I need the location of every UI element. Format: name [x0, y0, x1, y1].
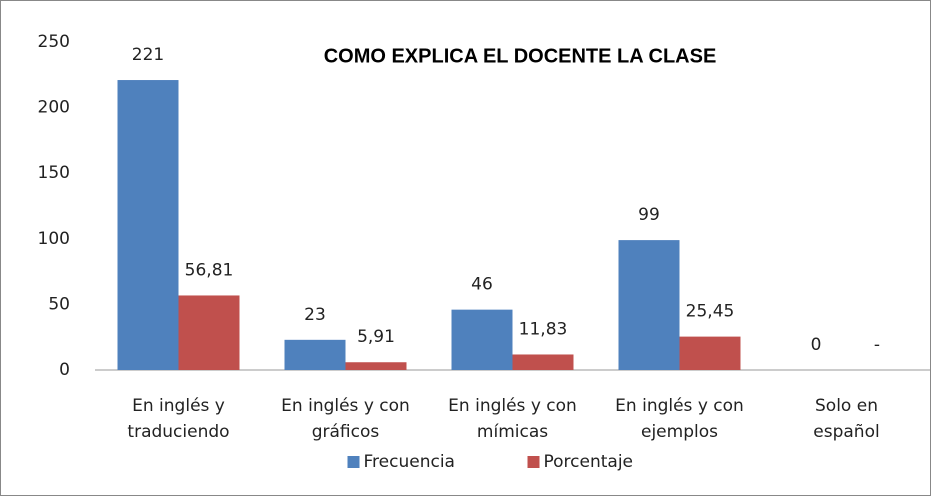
data-label: 56,81	[185, 260, 234, 280]
x-tick-label: En inglés y con mímicas	[448, 396, 577, 442]
x-tick-label: En inglés y traduciendo	[127, 396, 230, 442]
legend-swatch	[347, 456, 360, 468]
x-tick-label: En inglés y con ejemplos	[615, 396, 744, 442]
data-label: 99	[638, 205, 660, 225]
x-tick-label: Solo en español	[813, 396, 880, 442]
data-label: 0	[811, 335, 822, 355]
x-tick-label: En inglés y con gráficos	[281, 396, 410, 442]
data-label: 11,83	[519, 319, 568, 339]
y-tick-label: 150	[38, 163, 70, 183]
y-tick-label: 0	[59, 360, 70, 380]
y-tick-label: 200	[38, 98, 70, 118]
data-label: 46	[471, 275, 493, 295]
bar	[512, 354, 574, 370]
data-label: 221	[132, 45, 164, 65]
bar	[345, 362, 407, 370]
data-label: 23	[304, 305, 326, 325]
chart-title: COMO EXPLICA EL DOCENTE LA CLASE	[324, 45, 717, 67]
y-tick-label: 250	[38, 32, 70, 52]
data-label: -	[874, 335, 880, 355]
bar	[618, 240, 680, 370]
data-label: 5,91	[357, 327, 395, 347]
legend-label: Porcentaje	[544, 452, 634, 472]
bar	[679, 336, 741, 370]
y-tick-label: 50	[48, 294, 70, 314]
data-label: 25,45	[686, 302, 735, 322]
bar	[284, 339, 346, 370]
legend-label: Frecuencia	[364, 452, 455, 472]
bar	[178, 295, 240, 370]
bar	[117, 80, 179, 370]
bar	[451, 309, 513, 370]
y-tick-label: 100	[38, 229, 70, 249]
legend-swatch	[527, 456, 540, 468]
